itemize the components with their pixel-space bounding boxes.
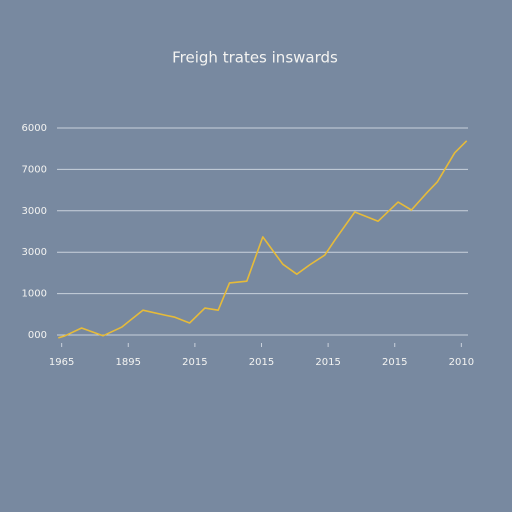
y-tick-label: 3000 bbox=[22, 247, 47, 258]
x-tick-label: 2015 bbox=[315, 357, 340, 368]
y-tick-label: 000 bbox=[28, 330, 47, 341]
y-tick-label: 3000 bbox=[22, 206, 47, 217]
y-tick-label: 7000 bbox=[22, 164, 47, 175]
line-series bbox=[58, 140, 468, 339]
x-tick-label: 2015 bbox=[249, 357, 274, 368]
y-tick-label: 1000 bbox=[22, 289, 47, 300]
x-tick-label: 2015 bbox=[182, 357, 207, 368]
x-tick-label: 2015 bbox=[382, 357, 407, 368]
chart-title: Freigh trates inswards bbox=[172, 49, 338, 67]
y-tick-label: 6000 bbox=[22, 123, 47, 134]
x-tick-label: 2010 bbox=[449, 357, 474, 368]
x-tick-label: 1965 bbox=[49, 357, 74, 368]
x-tick-label: 1895 bbox=[116, 357, 141, 368]
